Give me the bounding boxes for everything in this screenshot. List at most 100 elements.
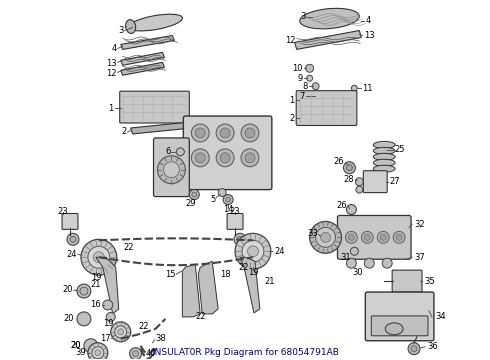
Text: 37: 37 xyxy=(414,253,425,262)
Text: 2: 2 xyxy=(290,113,294,122)
Text: 24: 24 xyxy=(275,247,285,256)
FancyBboxPatch shape xyxy=(153,138,189,197)
Circle shape xyxy=(88,246,110,268)
Circle shape xyxy=(191,124,209,142)
Circle shape xyxy=(235,233,271,269)
Text: 32: 32 xyxy=(414,220,425,229)
Circle shape xyxy=(320,232,331,242)
Ellipse shape xyxy=(373,153,395,160)
Text: 17: 17 xyxy=(100,334,111,343)
Circle shape xyxy=(225,197,231,202)
Text: 26: 26 xyxy=(337,201,347,210)
Circle shape xyxy=(84,339,98,353)
Text: 4: 4 xyxy=(112,44,117,53)
Circle shape xyxy=(346,258,356,268)
Circle shape xyxy=(92,347,104,359)
Ellipse shape xyxy=(373,165,395,172)
Text: 4: 4 xyxy=(366,16,370,25)
Circle shape xyxy=(365,258,374,268)
Text: 25: 25 xyxy=(394,145,405,154)
Polygon shape xyxy=(121,62,165,75)
Circle shape xyxy=(351,85,357,91)
Circle shape xyxy=(133,351,139,357)
Circle shape xyxy=(382,258,392,268)
Circle shape xyxy=(245,128,255,138)
Circle shape xyxy=(70,237,76,242)
Circle shape xyxy=(306,64,314,72)
Circle shape xyxy=(356,186,363,193)
Polygon shape xyxy=(240,257,260,313)
Circle shape xyxy=(196,128,205,138)
Circle shape xyxy=(237,237,243,242)
Text: 12: 12 xyxy=(106,69,117,78)
Circle shape xyxy=(245,153,255,163)
Polygon shape xyxy=(198,261,218,314)
FancyBboxPatch shape xyxy=(296,91,357,126)
Text: 5: 5 xyxy=(210,195,215,204)
Ellipse shape xyxy=(373,159,395,166)
Polygon shape xyxy=(121,53,165,65)
Circle shape xyxy=(234,233,246,245)
Ellipse shape xyxy=(128,14,182,31)
Ellipse shape xyxy=(385,323,403,335)
FancyBboxPatch shape xyxy=(363,171,387,193)
Polygon shape xyxy=(294,31,361,49)
Circle shape xyxy=(346,204,356,215)
Circle shape xyxy=(115,326,127,338)
Text: 19: 19 xyxy=(103,319,114,328)
Text: 39: 39 xyxy=(75,348,86,357)
Circle shape xyxy=(345,231,357,243)
Text: 10: 10 xyxy=(292,64,303,73)
Circle shape xyxy=(242,240,264,262)
Text: 33: 33 xyxy=(307,229,318,238)
Circle shape xyxy=(176,148,184,156)
FancyBboxPatch shape xyxy=(392,270,422,292)
Circle shape xyxy=(315,93,320,99)
Text: INSULAT0R Pkg Diagram for 68054791AB: INSULAT0R Pkg Diagram for 68054791AB xyxy=(151,348,339,357)
Circle shape xyxy=(130,348,142,360)
Circle shape xyxy=(67,233,79,245)
Circle shape xyxy=(307,75,313,81)
Text: 21: 21 xyxy=(265,276,275,285)
Circle shape xyxy=(111,322,131,342)
Circle shape xyxy=(118,329,123,335)
Text: 22: 22 xyxy=(196,312,206,321)
Circle shape xyxy=(94,252,104,263)
Text: 23: 23 xyxy=(230,207,241,216)
Text: 8: 8 xyxy=(302,82,308,91)
Circle shape xyxy=(77,312,91,326)
Circle shape xyxy=(310,221,342,253)
Ellipse shape xyxy=(373,147,395,154)
Text: 28: 28 xyxy=(344,175,354,184)
FancyBboxPatch shape xyxy=(338,216,411,259)
Text: 20: 20 xyxy=(63,284,73,293)
Circle shape xyxy=(343,162,355,174)
Circle shape xyxy=(241,149,259,167)
Text: 36: 36 xyxy=(427,342,438,351)
Circle shape xyxy=(80,287,88,295)
Polygon shape xyxy=(121,36,174,49)
Circle shape xyxy=(196,153,205,163)
Polygon shape xyxy=(182,264,200,317)
Ellipse shape xyxy=(300,8,359,29)
Text: 26: 26 xyxy=(334,157,344,166)
Text: 13: 13 xyxy=(106,59,117,68)
Circle shape xyxy=(77,284,91,298)
Circle shape xyxy=(216,149,234,167)
Circle shape xyxy=(220,128,230,138)
Text: 15: 15 xyxy=(165,270,175,279)
Circle shape xyxy=(312,83,319,90)
Circle shape xyxy=(348,234,354,240)
FancyBboxPatch shape xyxy=(62,213,78,229)
Circle shape xyxy=(365,234,370,240)
Circle shape xyxy=(164,162,179,178)
Text: 19: 19 xyxy=(248,267,258,276)
Circle shape xyxy=(396,234,402,240)
Text: 3: 3 xyxy=(118,26,123,35)
Circle shape xyxy=(350,247,358,255)
Circle shape xyxy=(220,153,230,163)
Text: 22: 22 xyxy=(123,243,134,252)
Text: 1: 1 xyxy=(290,96,294,105)
Ellipse shape xyxy=(373,141,395,148)
Circle shape xyxy=(380,234,386,240)
